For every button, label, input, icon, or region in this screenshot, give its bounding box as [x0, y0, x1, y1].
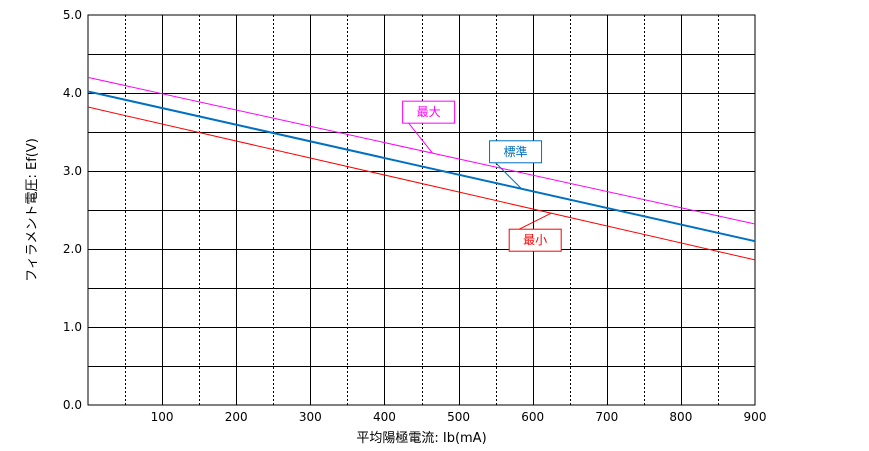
plot-frame — [87, 14, 756, 406]
y-tick-label: 3.0 — [63, 164, 82, 178]
series-lines — [87, 76, 756, 261]
x-tick-label: 500 — [447, 410, 470, 424]
callout-pointer — [495, 162, 522, 190]
x-axis-ticks: 100 200 300 400 500 600 700 800 900 — [151, 410, 767, 424]
callout-box — [489, 140, 543, 164]
callout-min: 最小 — [508, 212, 562, 252]
series-line-typical — [87, 90, 756, 243]
x-tick-label: 300 — [299, 410, 322, 424]
y-tick-label: 2.0 — [63, 242, 82, 256]
series-line-max — [87, 76, 756, 225]
callout-label: 最小 — [523, 233, 547, 247]
y-tick-label: 5.0 — [63, 8, 82, 22]
x-axis-label: 平均陽極電流: Ib(mA) — [356, 430, 486, 446]
x-tick-label: 200 — [225, 410, 248, 424]
callout-typical: 標準 — [489, 140, 543, 190]
y-tick-label: 0.0 — [63, 398, 82, 412]
chart-grid — [88, 15, 755, 405]
callout-pointer — [408, 122, 434, 154]
callout-max: 最大 — [402, 100, 456, 154]
callout-label: 最大 — [417, 105, 441, 119]
x-tick-label: 100 — [151, 410, 174, 424]
y-axis-label: フィラメント電圧: Ef(V) — [25, 138, 40, 282]
y-axis-ticks: 0.0 1.0 2.0 3.0 4.0 5.0 — [63, 8, 82, 412]
x-tick-label: 800 — [669, 410, 692, 424]
callout-pointer — [518, 212, 552, 230]
y-tick-label: 1.0 — [63, 320, 82, 334]
callout-box — [402, 100, 456, 124]
callout-box — [508, 228, 562, 252]
x-tick-label: 400 — [373, 410, 396, 424]
callout-label: 標準 — [504, 144, 528, 159]
x-tick-label: 700 — [595, 410, 618, 424]
y-tick-label: 4.0 — [63, 86, 82, 100]
x-tick-label: 600 — [521, 410, 544, 424]
series-line-min — [87, 106, 756, 261]
x-tick-label: 900 — [744, 410, 767, 424]
